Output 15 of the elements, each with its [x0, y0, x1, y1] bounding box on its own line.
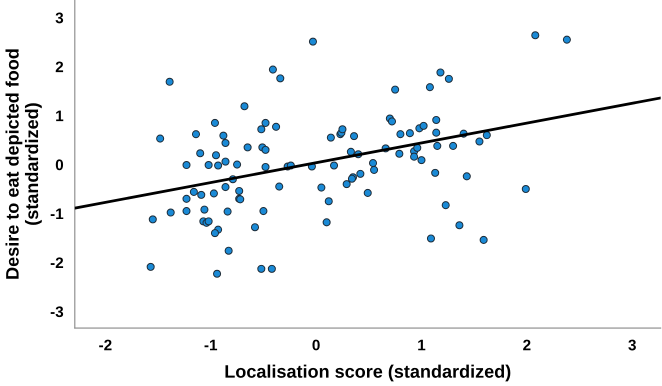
y-axis-title: Desire to eat depicted food (standardized) [6, 49, 42, 279]
x-tick-label: -2 [99, 340, 112, 350]
x-tick-label: -1 [204, 340, 218, 350]
y-tick-label: -2 [50, 257, 64, 268]
y-tick-label: -3 [50, 306, 64, 318]
y-tick-label: 1 [56, 110, 64, 122]
x-tick-label: 3 [628, 340, 636, 350]
y-tick-label: 0 [56, 159, 64, 170]
x-tick-label: 2 [523, 340, 530, 350]
x-tick-label: 0 [312, 340, 320, 350]
y-tick-label: -1 [50, 208, 64, 220]
y-tick-label: 3 [56, 12, 64, 24]
x-axis-title: Localisation score (standardized) [225, 364, 510, 382]
x-tick-label: 1 [418, 340, 426, 350]
y-tick-label: 2 [56, 61, 64, 72]
